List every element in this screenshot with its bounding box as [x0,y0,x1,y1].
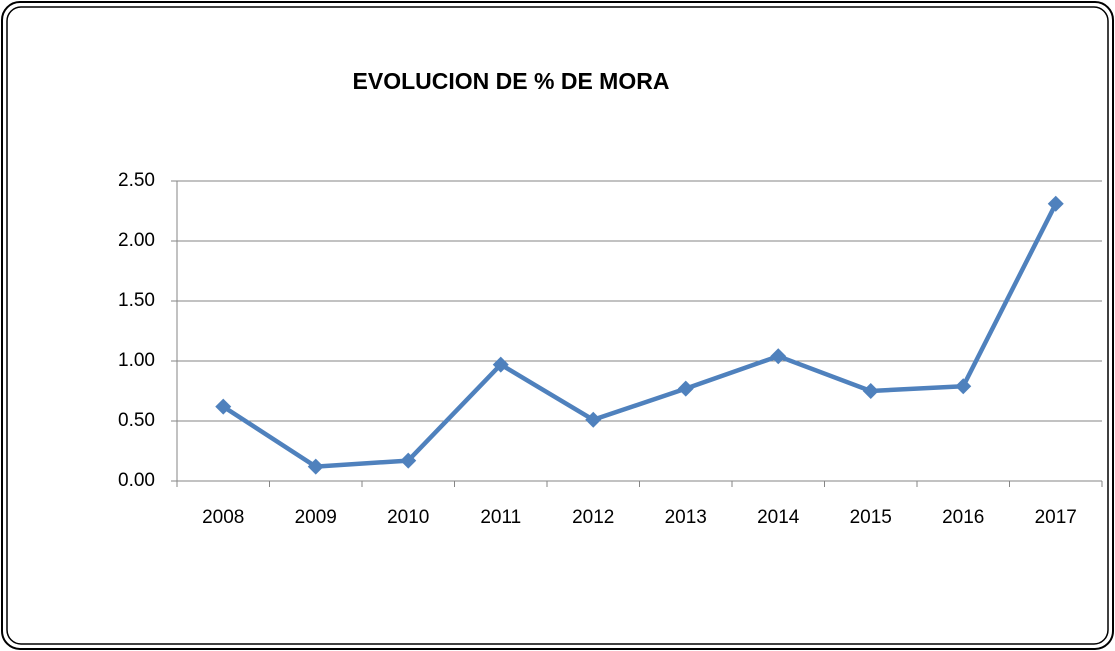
marker [1047,195,1064,212]
chart-title: EVOLUCION DE % DE MORA [353,68,670,94]
y-tick-label: 1.50 [118,290,155,311]
marker [677,380,694,397]
data-line [222,202,1058,469]
marker [307,458,324,475]
x-tick-label: 2015 [850,507,892,528]
marker [400,452,417,469]
x-tick-label: 2011 [480,507,521,528]
y-tick-label: 0.50 [118,410,155,431]
marker [770,348,787,365]
marker [955,378,972,395]
marker [492,356,509,373]
x-tick-label: 2016 [942,507,984,528]
x-tick-label: 2010 [387,507,429,528]
marker [585,411,602,428]
x-tick-label: 2013 [665,507,707,528]
x-tick-label: 2014 [757,507,800,528]
y-tick-label: 0.00 [118,470,155,491]
y-tick-label: 1.00 [118,350,155,371]
y-tick-label: 2.50 [118,170,155,191]
frame-inner [6,6,1109,645]
marker [215,398,232,415]
y-tick-label: 2.00 [118,230,155,251]
x-tick-label: 2017 [1035,507,1077,528]
x-tick-label: 2009 [295,507,337,528]
marker [862,383,879,399]
x-tick-label: 2008 [202,507,244,528]
x-tick-label: 2012 [572,507,614,528]
